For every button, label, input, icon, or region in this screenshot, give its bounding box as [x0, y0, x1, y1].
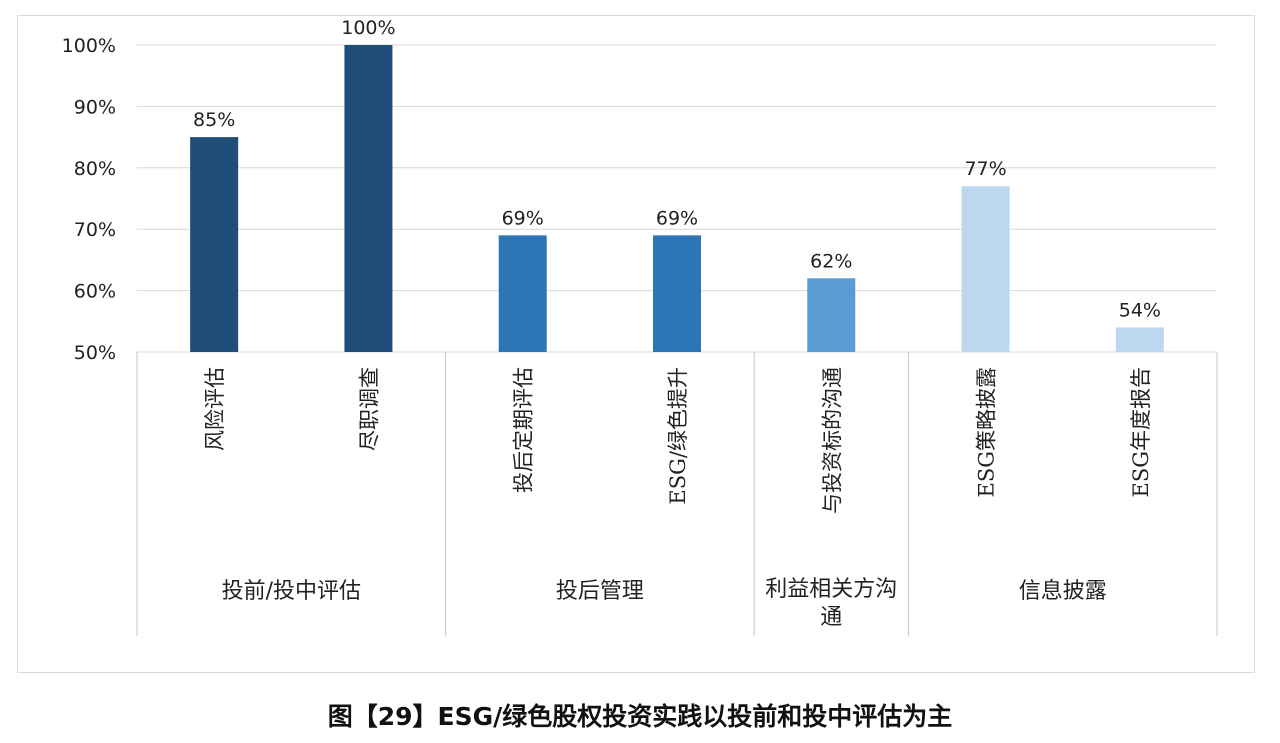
y-tick-label: 70% — [74, 219, 116, 241]
category-label: 投后定期评估 — [512, 367, 536, 493]
y-tick-label: 100% — [62, 35, 116, 57]
axes: 50% 60% 70% 80% 90% 100% — [62, 35, 1218, 636]
bar — [807, 278, 856, 352]
bar — [1115, 327, 1164, 352]
category-label: ESG/绿色提升 — [666, 367, 690, 505]
group-label: 投前/投中评估 — [222, 579, 361, 604]
data-labels: 85% 100% 69% 69% 62% 77% 54% — [193, 17, 1161, 321]
bar-chart: 50%60%70%80%90%100% 85%100%69% 69%62%77%5… — [62, 17, 1218, 636]
category-label: ESG年度报告 — [1129, 367, 1153, 498]
data-label: 77% — [964, 158, 1006, 180]
gridlines — [137, 44, 1217, 353]
y-tick-label: 80% — [74, 158, 116, 180]
chart-frame — [17, 15, 1255, 673]
data-label: 62% — [810, 250, 852, 272]
bar — [344, 45, 393, 352]
data-label: 54% — [1119, 299, 1161, 321]
bars — [190, 45, 1164, 352]
data-label: 85% — [193, 109, 235, 131]
data-label: 69% — [502, 207, 544, 229]
data-label: 100% — [341, 17, 395, 39]
category-labels: 投前/投中评估 投后管理 利益相关方沟通 信息披露 风险评估 尽职调查 投后定期评估 ESG/… — [203, 367, 1153, 630]
category-label: 与投资标的沟通 — [820, 367, 844, 514]
y-tick-label: 90% — [74, 96, 116, 118]
figure-caption: 图【29】ESG/绿色股权投资实践以投前和投中评估为主 — [327, 702, 953, 731]
category-label: 风险评估 — [203, 367, 227, 451]
y-tick-label: 50% — [74, 342, 116, 364]
category-label: ESG策略披露 — [975, 367, 999, 498]
bar — [653, 235, 701, 352]
group-label: 投后管理 — [556, 579, 644, 604]
bar — [961, 186, 1010, 352]
group-label: 信息披露 — [1019, 579, 1107, 604]
data-label: 69% — [656, 207, 698, 229]
bar — [498, 235, 547, 352]
bar — [190, 137, 239, 352]
category-label: 尽职调查 — [357, 367, 381, 451]
group-label: 利益相关方沟通 — [765, 577, 897, 630]
y-tick-label: 60% — [74, 281, 116, 303]
